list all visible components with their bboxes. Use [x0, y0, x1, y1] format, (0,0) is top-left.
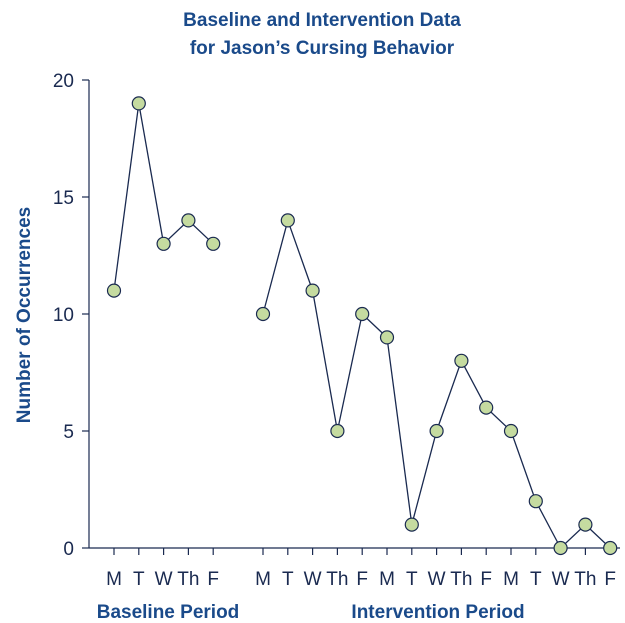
- x-tick-label: F: [480, 569, 492, 590]
- x-tick-label: F: [207, 569, 219, 590]
- baseline-period-label: Baseline Period: [97, 602, 240, 623]
- data-point: [553, 540, 568, 556]
- x-tick-label: M: [503, 569, 519, 590]
- y-tick-label: 10: [53, 305, 74, 326]
- x-tick-label: W: [428, 569, 446, 590]
- y-tick-label: 5: [63, 422, 74, 443]
- x-tick-label: Th: [326, 569, 348, 590]
- data-point: [379, 330, 395, 345]
- data-point: [479, 400, 494, 415]
- data-point: [131, 96, 146, 111]
- data-point: [404, 517, 419, 532]
- data-point: [528, 494, 543, 509]
- x-tick-label: M: [379, 569, 395, 590]
- x-tick-label: M: [106, 569, 122, 590]
- y-ticks: 0 5 10 15 20: [53, 71, 89, 560]
- chart-title-line-1: Baseline and Intervention Data: [183, 10, 461, 31]
- data-point: [280, 213, 295, 228]
- data-point: [330, 423, 345, 439]
- data-point: [355, 306, 370, 322]
- x-tick-label: Th: [450, 569, 472, 590]
- data-point: [206, 236, 221, 251]
- y-axis-label: Number of Occurrences: [14, 207, 35, 423]
- data-point: [454, 353, 469, 368]
- data-point: [106, 283, 122, 298]
- data-point: [603, 540, 618, 556]
- x-ticks: M T W Th F M T W Th F M T W Th F M T W Th F: [106, 548, 616, 590]
- data-point: [578, 517, 593, 532]
- x-tick-label: Th: [574, 569, 596, 590]
- x-tick-label: W: [155, 569, 173, 590]
- series-line-1: [113, 103, 214, 291]
- x-tick-label: W: [552, 569, 570, 590]
- y-tick-label: 15: [53, 188, 74, 209]
- data-point: [255, 306, 271, 322]
- x-tick-label: T: [406, 569, 418, 590]
- x-tick-label: M: [255, 569, 271, 590]
- data-point: [156, 236, 171, 251]
- series-points: [106, 96, 618, 556]
- x-tick-label: F: [356, 569, 368, 590]
- intervention-period-label: Intervention Period: [351, 602, 524, 623]
- chart-title-line-2: for Jason’s Cursing Behavior: [190, 38, 455, 59]
- x-tick-label: T: [282, 569, 294, 590]
- data-point: [181, 213, 196, 228]
- data-point: [429, 423, 444, 439]
- series-lines: [113, 103, 611, 550]
- x-tick-label: W: [304, 569, 322, 590]
- y-tick-label: 20: [53, 71, 74, 92]
- x-tick-label: Th: [177, 569, 199, 590]
- series-line-2: [262, 218, 611, 550]
- data-point: [503, 423, 519, 439]
- data-point: [305, 283, 320, 298]
- x-tick-label: T: [530, 569, 542, 590]
- y-tick-label: 0: [63, 539, 74, 560]
- x-tick-label: F: [604, 569, 616, 590]
- x-tick-label: T: [133, 569, 145, 590]
